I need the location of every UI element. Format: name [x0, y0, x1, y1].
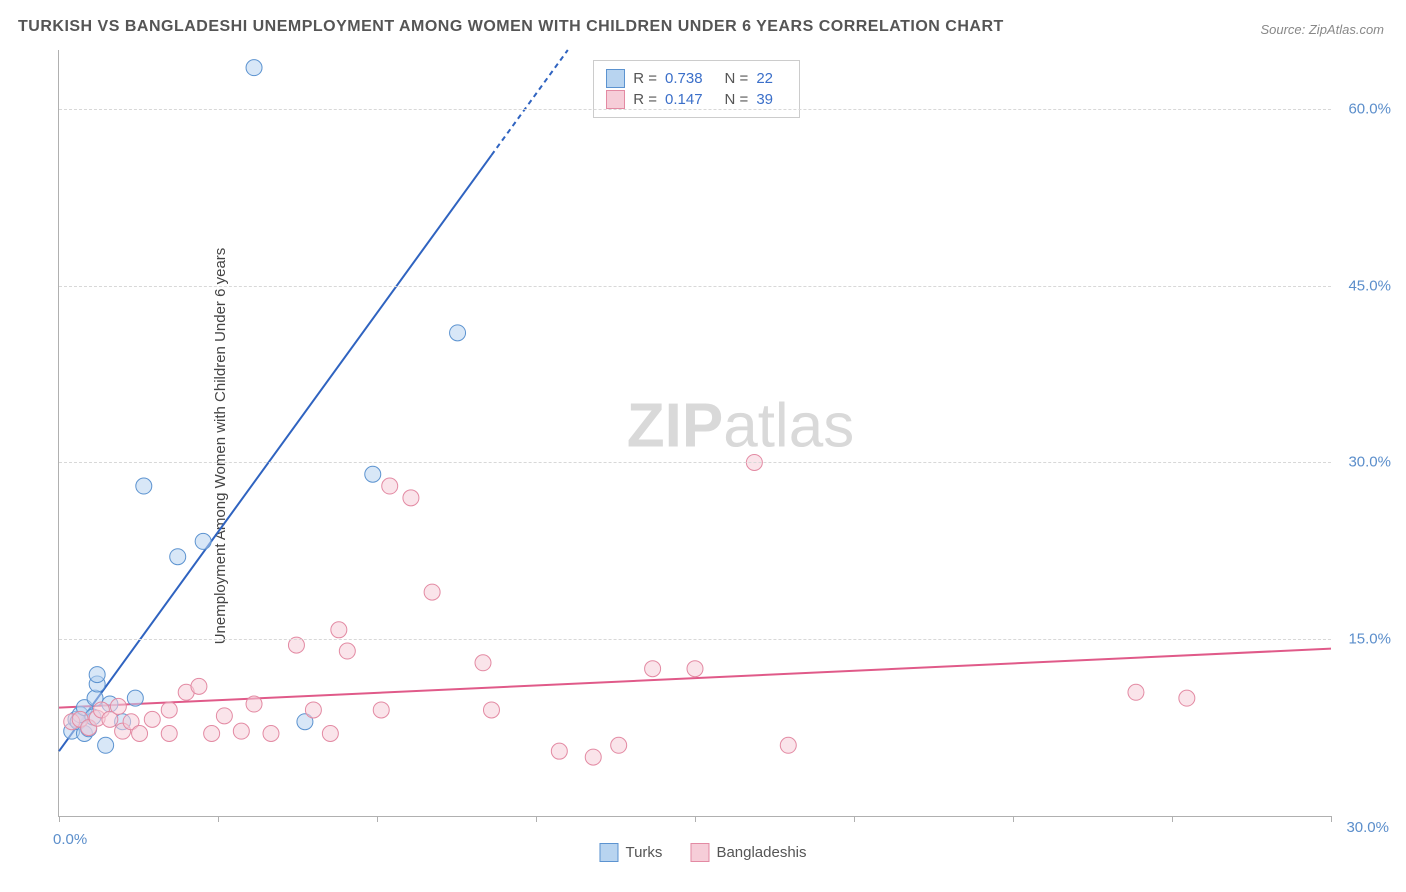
x-tick — [218, 816, 219, 822]
data-point — [216, 708, 232, 724]
data-point — [585, 749, 601, 765]
data-point — [246, 696, 262, 712]
x-tick — [1172, 816, 1173, 822]
scatter-plot: ZIPatlas R = 0.738 N = 22 R = 0.147 N = … — [58, 50, 1331, 817]
data-point — [195, 533, 211, 549]
data-point — [322, 726, 338, 742]
chart-title: TURKISH VS BANGLADESHI UNEMPLOYMENT AMON… — [18, 18, 1004, 36]
data-point — [382, 478, 398, 494]
x-tick — [1331, 816, 1332, 822]
y-tick-label: 15.0% — [1348, 631, 1391, 648]
x-tick — [1013, 816, 1014, 822]
data-point — [305, 702, 321, 718]
trend-line — [59, 155, 491, 751]
gridline — [59, 639, 1331, 640]
data-point — [365, 466, 381, 482]
data-point — [98, 737, 114, 753]
data-point — [204, 726, 220, 742]
gridline — [59, 109, 1331, 110]
data-point — [450, 325, 466, 341]
data-point — [483, 702, 499, 718]
data-point — [373, 702, 389, 718]
data-point — [144, 711, 160, 727]
gridline — [59, 286, 1331, 287]
data-point — [136, 478, 152, 494]
gridline — [59, 462, 1331, 463]
source-label: Source: ZipAtlas.com — [1260, 22, 1384, 37]
x-tick-label: 30.0% — [1346, 819, 1389, 836]
data-point — [191, 678, 207, 694]
legend: Turks Bangladeshis — [599, 843, 806, 862]
data-point — [331, 622, 347, 638]
data-point — [645, 661, 661, 677]
legend-label-bangladeshis: Bangladeshis — [716, 844, 806, 861]
legend-label-turks: Turks — [625, 844, 662, 861]
data-point — [233, 723, 249, 739]
y-tick-label: 45.0% — [1348, 277, 1391, 294]
data-point — [110, 698, 126, 714]
data-point — [611, 737, 627, 753]
data-point — [263, 726, 279, 742]
data-point — [424, 584, 440, 600]
x-tick — [536, 816, 537, 822]
legend-swatch-turks — [599, 843, 618, 862]
data-point — [687, 661, 703, 677]
data-point — [161, 726, 177, 742]
y-tick-label: 60.0% — [1348, 100, 1391, 117]
legend-item-bangladeshis: Bangladeshis — [690, 843, 806, 862]
x-tick — [59, 816, 60, 822]
data-point — [161, 702, 177, 718]
y-tick-label: 30.0% — [1348, 454, 1391, 471]
x-tick-label: 0.0% — [53, 831, 87, 848]
data-point — [780, 737, 796, 753]
data-point — [1179, 690, 1195, 706]
plot-svg — [59, 50, 1331, 816]
data-point — [475, 655, 491, 671]
legend-swatch-bangladeshis — [690, 843, 709, 862]
data-point — [246, 60, 262, 76]
data-point — [132, 726, 148, 742]
data-point — [551, 743, 567, 759]
x-tick — [854, 816, 855, 822]
trend-line-dashed — [491, 50, 567, 155]
data-point — [339, 643, 355, 659]
data-point — [127, 690, 143, 706]
x-tick — [377, 816, 378, 822]
data-point — [1128, 684, 1144, 700]
data-point — [170, 549, 186, 565]
legend-item-turks: Turks — [599, 843, 662, 862]
x-tick — [695, 816, 696, 822]
data-point — [403, 490, 419, 506]
data-point — [89, 667, 105, 683]
